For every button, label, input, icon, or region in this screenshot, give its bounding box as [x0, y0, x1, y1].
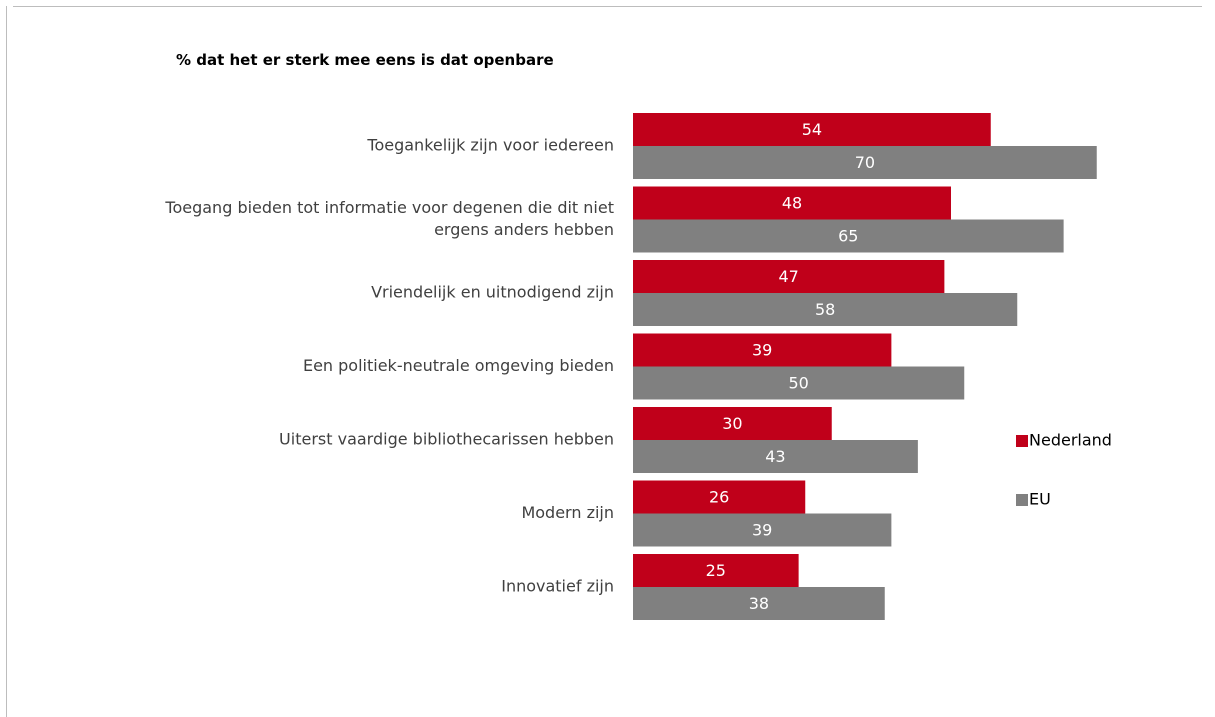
- bar-nederland: [633, 407, 832, 440]
- category-label: Toegankelijk zijn voor iedereen: [366, 136, 614, 155]
- bar-eu: [633, 587, 885, 620]
- bar-nederland: [633, 113, 991, 146]
- bar-nederland: [633, 260, 945, 293]
- bar-nederland: [633, 333, 892, 367]
- category-label: Innovatief zijn: [501, 577, 614, 596]
- frame-left-border: [6, 6, 7, 717]
- category-label: Een politiek-neutrale omgeving bieden: [303, 356, 614, 375]
- bar-nederland: [633, 554, 799, 587]
- data-label: 70: [855, 153, 875, 172]
- data-label: 54: [802, 120, 822, 139]
- data-label: 50: [788, 374, 808, 393]
- category-label: Uiterst vaardige bibliothecarissen hebbe…: [279, 430, 614, 449]
- bar-nederland: [633, 186, 951, 220]
- category-label: Vriendelijk en uitnodigend zijn: [371, 283, 614, 302]
- data-label: 48: [782, 194, 802, 213]
- data-label: 39: [752, 521, 772, 540]
- chart-title: % dat het er sterk mee eens is dat openb…: [176, 51, 554, 69]
- data-label: 25: [706, 561, 726, 580]
- legend-swatch-eu: [1016, 494, 1028, 506]
- bar-eu: [633, 513, 892, 547]
- data-label: 58: [815, 300, 835, 319]
- category-label: Modern zijn: [521, 503, 614, 522]
- legend-label-nederland: Nederland: [1029, 431, 1112, 450]
- bar-eu: [633, 146, 1097, 179]
- data-label: 39: [752, 341, 772, 360]
- frame-top-border: [13, 6, 1202, 7]
- bar-nederland: [633, 480, 806, 514]
- data-label: 26: [709, 488, 729, 507]
- data-label: 65: [838, 227, 858, 246]
- data-label: 43: [765, 447, 785, 466]
- category-label: ergens anders hebben: [434, 220, 614, 239]
- data-label: 38: [749, 594, 769, 613]
- legend-label-eu: EU: [1029, 490, 1051, 509]
- bar-eu: [633, 366, 965, 400]
- bar-eu: [633, 219, 1064, 253]
- bar-eu: [633, 293, 1018, 326]
- data-label: 47: [779, 267, 799, 286]
- data-label: 30: [722, 414, 742, 433]
- category-label: Toegang bieden tot informatie voor degen…: [164, 198, 614, 217]
- legend-swatch-nederland: [1016, 435, 1028, 447]
- bar-eu: [633, 440, 918, 473]
